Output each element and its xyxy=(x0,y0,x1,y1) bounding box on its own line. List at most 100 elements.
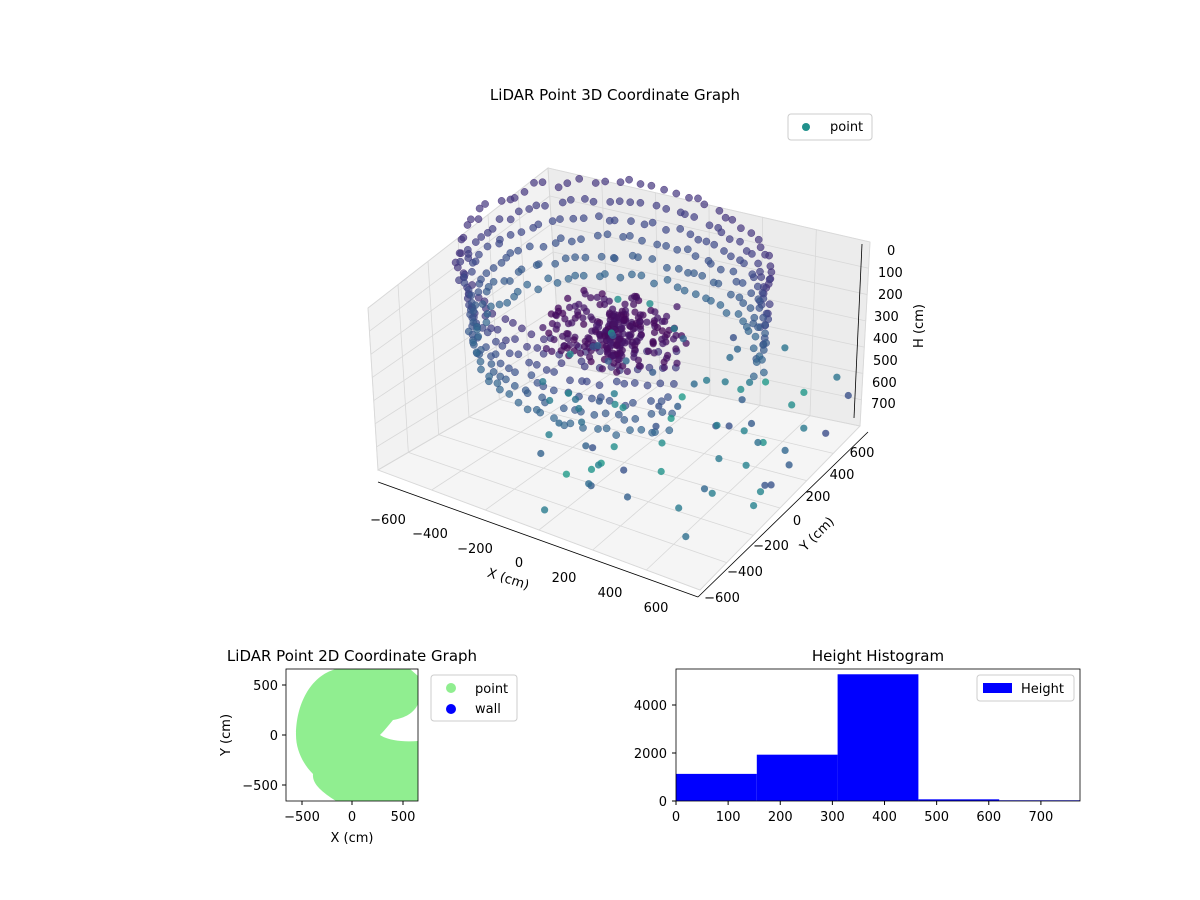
point-3d xyxy=(673,283,682,292)
point-3d xyxy=(581,253,590,262)
point-3d xyxy=(475,279,484,288)
point-3d xyxy=(672,331,680,339)
point-3d xyxy=(631,346,639,354)
x-tick-2d: 500 xyxy=(391,810,416,825)
y-tick-3d: −200 xyxy=(753,539,789,554)
point-3d xyxy=(624,331,633,339)
point-3d xyxy=(497,197,506,205)
point-3d xyxy=(576,349,585,357)
point-3d xyxy=(514,246,522,255)
point-3d xyxy=(514,350,523,359)
point-3d xyxy=(658,408,667,416)
point-3d xyxy=(603,230,612,239)
point-3d xyxy=(542,345,551,353)
x-tick-3d: 600 xyxy=(644,601,669,616)
point-3d xyxy=(548,217,557,225)
point-3d xyxy=(672,345,680,353)
point-3d xyxy=(580,304,588,312)
point-3d xyxy=(495,239,504,248)
point-3d xyxy=(615,197,624,205)
point-3d xyxy=(652,422,660,430)
point-3d xyxy=(605,396,614,405)
point-3d xyxy=(636,180,645,188)
point-3d xyxy=(566,350,574,358)
point-3d xyxy=(613,350,621,358)
point-3d xyxy=(544,274,553,283)
point-3d xyxy=(739,317,747,326)
point-3d xyxy=(690,380,698,388)
point-3d xyxy=(800,424,808,432)
y-ticks-3d: −600 −400 −200 0 200 400 600 xyxy=(704,446,874,606)
z-tick-3d: 300 xyxy=(874,310,899,325)
histogram-bar xyxy=(756,754,838,801)
legend-2d: point wall xyxy=(430,674,518,722)
point-3d xyxy=(575,300,583,308)
point-3d xyxy=(550,336,558,344)
point-3d xyxy=(761,250,769,259)
point-3d xyxy=(628,294,636,302)
point-3d xyxy=(746,304,755,312)
point-3d xyxy=(579,214,588,222)
point-3d xyxy=(738,396,746,404)
point-3d xyxy=(587,294,595,302)
grid-line xyxy=(397,284,409,453)
point-3d xyxy=(694,194,702,203)
point-3d xyxy=(623,367,632,376)
point-3d xyxy=(523,405,532,414)
point-3d xyxy=(614,295,622,303)
point-3d xyxy=(483,242,492,251)
point-3d xyxy=(601,409,610,418)
point-3d xyxy=(595,397,603,405)
point-3d xyxy=(800,388,808,396)
point-3d xyxy=(514,268,523,276)
point-3d xyxy=(548,320,557,328)
point-3d xyxy=(467,291,476,300)
x-tick-3d: 0 xyxy=(515,556,523,571)
point-3d xyxy=(468,267,476,276)
point-3d xyxy=(674,402,682,410)
point-3d xyxy=(761,320,770,329)
point-3d xyxy=(468,258,477,267)
point-3d xyxy=(749,344,758,353)
point-3d xyxy=(618,307,626,315)
x-ticks-hist: 0 100 200 300 400 500 600 700 xyxy=(672,801,1053,825)
point-3d xyxy=(702,294,710,303)
point-3d xyxy=(610,320,618,328)
grid-line xyxy=(549,195,869,269)
point-3d xyxy=(679,335,687,343)
point-3d xyxy=(618,346,626,354)
y-tick-3d: 200 xyxy=(806,490,831,505)
point-3d xyxy=(561,254,570,263)
point-3d xyxy=(751,332,760,341)
point-3d xyxy=(664,351,672,359)
point-3d xyxy=(588,327,596,335)
legend-3d-marker xyxy=(802,123,810,131)
point-3d xyxy=(589,444,597,452)
point-3d xyxy=(676,208,685,217)
point-3d xyxy=(575,404,583,413)
point-3d xyxy=(563,344,571,352)
chart-3d: LiDAR Point 3D Coordinate Graph −600 −40… xyxy=(367,86,927,616)
point-3d xyxy=(477,365,485,374)
point-3d xyxy=(560,404,568,413)
histogram-bar xyxy=(676,773,757,801)
point-3d xyxy=(620,315,628,323)
point-3d xyxy=(596,272,604,281)
point-3d xyxy=(511,368,519,377)
point-3d xyxy=(520,188,529,196)
point-3d xyxy=(610,390,618,398)
x-tick-3d: −200 xyxy=(457,542,493,557)
point-3d xyxy=(566,303,574,311)
point-3d xyxy=(704,256,713,265)
z-tick-3d: 700 xyxy=(871,397,896,412)
point-3d xyxy=(649,338,657,346)
point-3d xyxy=(750,502,758,510)
point-3d xyxy=(627,217,635,225)
point-3d xyxy=(762,378,770,386)
point-3d xyxy=(754,295,763,304)
point-3d xyxy=(673,359,681,367)
point-3d xyxy=(496,385,504,394)
point-3d xyxy=(715,206,724,215)
point-3d xyxy=(690,213,699,221)
x-axis-line xyxy=(377,481,699,598)
